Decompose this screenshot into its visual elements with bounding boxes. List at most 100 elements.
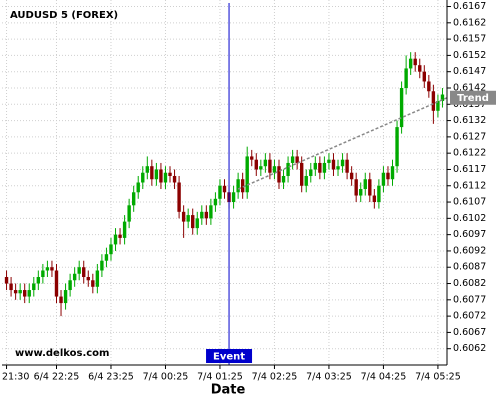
candle-body: [127, 205, 131, 222]
overlays: Event: [206, 3, 448, 365]
candle-body: [191, 215, 195, 229]
candle-body: [9, 283, 13, 291]
candle-body: [200, 211, 204, 219]
candle-body: [141, 172, 145, 183]
candle-body: [354, 179, 358, 196]
candle-body: [209, 205, 213, 219]
candle-body: [54, 270, 59, 297]
grid: [2, 0, 447, 365]
candle-body: [250, 156, 254, 160]
candle-body: [82, 267, 86, 278]
x-tick-label: 7/4 05:25: [415, 372, 461, 383]
y-tick-label: 0.6167: [453, 1, 486, 12]
candle-body: [186, 215, 190, 222]
candle-body: [418, 65, 422, 72]
candle-body: [36, 277, 41, 284]
y-tick-label: 0.6067: [453, 327, 486, 338]
x-tick-label: 7/4 01:25: [197, 372, 243, 383]
y-tick-label: 0.6082: [453, 278, 486, 289]
candle-body: [172, 175, 177, 183]
y-tick-label: 0.6102: [453, 213, 486, 224]
candle-body: [27, 290, 31, 297]
candle-body: [254, 159, 258, 170]
candle-body: [404, 68, 408, 88]
candle-body: [277, 166, 281, 183]
candle-body: [86, 277, 90, 281]
candle-body: [95, 270, 100, 287]
y-tick-label: 0.6112: [453, 180, 486, 191]
y-tick-label: 0.6097: [453, 229, 486, 240]
x-tick-label: 7/4 04:25: [361, 372, 407, 383]
y-tick-label: 0.6072: [453, 311, 486, 322]
y-tick-label: 0.6157: [453, 34, 486, 45]
candle-body: [177, 182, 181, 212]
y-tick-label: 0.6132: [453, 115, 486, 126]
candle-body: [231, 192, 236, 203]
candle-body: [345, 159, 349, 173]
candle-body: [309, 169, 313, 176]
candle-body: [18, 290, 22, 294]
event-label: Event: [213, 352, 245, 363]
trend-label-box: [450, 90, 496, 105]
candle-body: [113, 234, 118, 245]
candle-body: [218, 185, 222, 199]
x-tick-label: 6/4 23:25: [88, 372, 134, 383]
candle-body: [413, 58, 417, 66]
candle-body: [408, 58, 413, 69]
candle-body: [331, 159, 336, 170]
candle-body: [440, 94, 445, 102]
candle-body: [109, 244, 113, 255]
watermark: www.delkos.com: [15, 348, 109, 359]
event-label-box: [206, 349, 253, 363]
x-tick-label: 6/4 21:30: [0, 372, 29, 383]
candle-body: [327, 159, 331, 163]
candle-body: [68, 280, 72, 291]
candle-body: [427, 81, 431, 92]
candle-body: [281, 175, 286, 183]
candle-body: [59, 296, 63, 304]
y-tick-label: 0.6122: [453, 148, 486, 159]
y-tick-label: 0.6077: [453, 294, 486, 305]
candle-body: [23, 290, 27, 297]
y-tick-label: 0.6142: [453, 82, 486, 93]
candle-body: [340, 159, 345, 167]
candle-body: [431, 91, 436, 111]
candle-body: [313, 162, 318, 170]
candle-body: [377, 185, 381, 203]
candle-body: [372, 195, 377, 203]
candle-body: [322, 162, 327, 173]
candle-body: [50, 267, 54, 271]
y-tick-label: 0.6107: [453, 197, 486, 208]
candle-body: [32, 283, 36, 291]
candle-body: [154, 169, 159, 180]
candle-body: [381, 172, 386, 186]
candles: [4, 52, 445, 317]
x-tick-label: 7/4 00:25: [143, 372, 189, 383]
candle-body: [299, 162, 304, 186]
candle-body: [150, 166, 154, 180]
candle-body: [145, 166, 150, 173]
candle-body: [336, 166, 340, 170]
y-tick-label: 0.6152: [453, 50, 486, 61]
candle-body: [363, 179, 367, 190]
trend-line: [237, 97, 448, 190]
candle-body: [263, 159, 268, 167]
y-tick-label: 0.6147: [453, 66, 486, 77]
y-tick-label: 0.6127: [453, 131, 486, 142]
candle-body: [118, 234, 122, 238]
candle-body: [104, 254, 109, 261]
candle-body: [168, 172, 172, 176]
candle-body: [163, 172, 168, 183]
candle-body: [213, 198, 218, 206]
candle-body: [222, 185, 227, 193]
candle-body: [399, 87, 404, 128]
candle-body: [259, 166, 263, 170]
candle-body: [100, 260, 104, 271]
candle-body: [240, 179, 245, 193]
candle-body: [436, 101, 440, 111]
candle-body: [386, 172, 390, 180]
candle-body: [290, 156, 295, 163]
candle-body: [390, 166, 395, 180]
